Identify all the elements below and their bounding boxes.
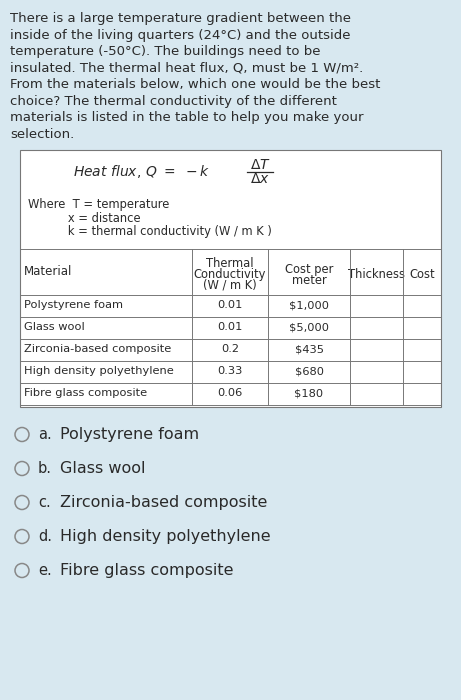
Text: Polystyrene foam: Polystyrene foam bbox=[60, 427, 199, 442]
Text: $180: $180 bbox=[295, 389, 324, 398]
Text: meter: meter bbox=[292, 274, 326, 286]
Text: (W / m K): (W / m K) bbox=[203, 279, 257, 292]
Text: Cost: Cost bbox=[409, 268, 435, 281]
Text: From the materials below, which one would be the best: From the materials below, which one woul… bbox=[10, 78, 380, 91]
Text: e.: e. bbox=[38, 563, 52, 578]
Text: Polystyrene foam: Polystyrene foam bbox=[24, 300, 123, 311]
Text: Glass wool: Glass wool bbox=[24, 323, 85, 332]
Text: Thickness: Thickness bbox=[348, 268, 405, 281]
Text: High density polyethylene: High density polyethylene bbox=[60, 529, 271, 544]
Text: There is a large temperature gradient between the: There is a large temperature gradient be… bbox=[10, 12, 351, 25]
Text: selection.: selection. bbox=[10, 127, 74, 141]
Bar bbox=[20, 150, 441, 407]
Text: choice? The thermal conductivity of the different: choice? The thermal conductivity of the … bbox=[10, 94, 337, 108]
Text: Glass wool: Glass wool bbox=[60, 461, 146, 476]
Text: $5,000: $5,000 bbox=[289, 323, 329, 332]
Text: c.: c. bbox=[38, 495, 51, 510]
Text: 0.2: 0.2 bbox=[221, 344, 239, 354]
Text: insulated. The thermal heat flux, Q, must be 1 W/m².: insulated. The thermal heat flux, Q, mus… bbox=[10, 62, 363, 74]
Text: $\mathit{Heat\ flux,\,Q\ =\ -k}$: $\mathit{Heat\ flux,\,Q\ =\ -k}$ bbox=[73, 164, 210, 181]
Text: Zirconia-based composite: Zirconia-based composite bbox=[24, 344, 171, 354]
Text: k = thermal conductivity (W / m K ): k = thermal conductivity (W / m K ) bbox=[28, 225, 272, 238]
Text: materials is listed in the table to help you make your: materials is listed in the table to help… bbox=[10, 111, 364, 124]
Text: Fibre glass composite: Fibre glass composite bbox=[60, 563, 234, 578]
Text: High density polyethylene: High density polyethylene bbox=[24, 367, 174, 377]
Text: a.: a. bbox=[38, 427, 52, 442]
Text: Conductivity: Conductivity bbox=[194, 268, 266, 281]
Text: x = distance: x = distance bbox=[28, 211, 141, 225]
Text: Fibre glass composite: Fibre glass composite bbox=[24, 389, 147, 398]
Text: inside of the living quarters (24°C) and the outside: inside of the living quarters (24°C) and… bbox=[10, 29, 350, 41]
Text: 0.01: 0.01 bbox=[217, 300, 242, 311]
Text: $1,000: $1,000 bbox=[289, 300, 329, 311]
Text: 0.06: 0.06 bbox=[218, 389, 242, 398]
Text: Zirconia-based composite: Zirconia-based composite bbox=[60, 495, 267, 510]
Text: 0.33: 0.33 bbox=[217, 367, 242, 377]
Text: d.: d. bbox=[38, 529, 52, 544]
Text: $\mathit{\Delta T}$: $\mathit{\Delta T}$ bbox=[249, 158, 271, 172]
Text: $680: $680 bbox=[295, 367, 324, 377]
Text: b.: b. bbox=[38, 461, 52, 476]
Text: $\mathit{\Delta x}$: $\mathit{\Delta x}$ bbox=[250, 172, 270, 186]
Text: 0.01: 0.01 bbox=[217, 323, 242, 332]
Text: temperature (-50°C). The buildings need to be: temperature (-50°C). The buildings need … bbox=[10, 45, 320, 58]
Text: $435: $435 bbox=[295, 344, 324, 354]
Text: Material: Material bbox=[24, 265, 72, 278]
Text: Cost per: Cost per bbox=[285, 262, 333, 276]
Text: Where  T = temperature: Where T = temperature bbox=[28, 198, 169, 211]
Text: Thermal: Thermal bbox=[206, 257, 254, 270]
